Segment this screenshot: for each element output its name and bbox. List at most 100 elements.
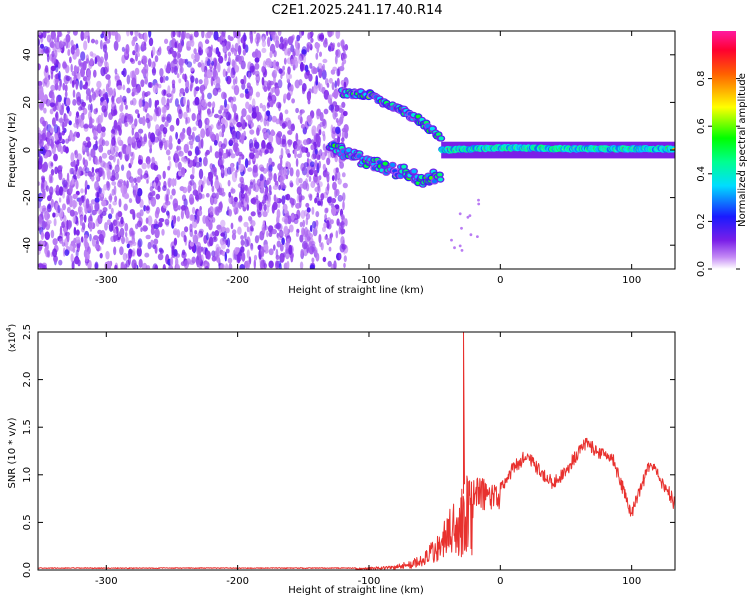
noise-blob [309, 62, 313, 69]
noise-blob [50, 65, 56, 72]
noise-blob [220, 191, 226, 197]
noise-blob [319, 121, 324, 128]
noise-blob [192, 234, 196, 240]
noise-blob [207, 92, 212, 100]
noise-blob [276, 131, 283, 138]
noise-blob [324, 235, 328, 240]
noise-blob [69, 183, 73, 194]
noise-blob [301, 49, 307, 55]
noise-blob [232, 103, 237, 113]
noise-blob [250, 211, 256, 217]
noise-blob [99, 213, 104, 219]
noise-blob [186, 126, 192, 136]
noise-blob [218, 151, 223, 160]
noise-blob [220, 232, 226, 237]
noise-blob [154, 176, 159, 184]
noise-blob [335, 230, 339, 239]
noise-blob [101, 130, 106, 138]
noise-blob [155, 110, 159, 117]
noise-blob [130, 157, 134, 165]
noise-blob [287, 66, 291, 75]
colorbar-ticks: 0.0 0.2 0.4 0.6 0.8 [696, 71, 740, 277]
noise-blob [327, 260, 332, 267]
noise-blob [131, 39, 136, 47]
noise-blob [343, 262, 346, 269]
noise-blob [200, 138, 204, 149]
noise-blob [96, 87, 101, 95]
y-tick-label: -40 [22, 237, 33, 253]
noise-blob [312, 67, 318, 74]
noise-blob [183, 111, 188, 119]
noise-blob [155, 206, 160, 215]
noise-blob [71, 80, 75, 88]
snr-panel: -300 -200 -100 0 100 0.0 0.5 1.0 1.5 2.0 2.5 Heigh… [5, 324, 676, 596]
noise-blob [206, 108, 211, 115]
noise-blob [101, 139, 106, 147]
noise-blob [193, 31, 199, 38]
noise-blob [183, 259, 189, 269]
noise-blob [159, 76, 164, 84]
y-tick-label: 20 [22, 96, 33, 109]
noise-blob [41, 163, 47, 173]
noise-blob [338, 252, 342, 260]
noise-blob [108, 203, 112, 210]
noise-blob [285, 161, 290, 168]
noise-blob [80, 188, 84, 194]
noise-blob [164, 200, 171, 206]
noise-blob [83, 40, 88, 51]
noise-blob [143, 32, 148, 43]
noise-blob [67, 48, 71, 57]
noise-blob [319, 51, 322, 57]
noise-blob [329, 233, 334, 238]
noise-blob [42, 264, 47, 269]
noise-blob [129, 57, 134, 63]
noise-blob [299, 261, 304, 269]
snr-y-label: SNR (10 * v/v) [7, 417, 18, 488]
noise-blob [299, 109, 305, 114]
noise-blob [75, 91, 81, 102]
noise-blob [45, 185, 49, 192]
noise-blob [159, 141, 163, 151]
noise-blob [215, 247, 220, 257]
noise-blob [189, 144, 194, 150]
noise-blob [262, 167, 268, 174]
noise-blob [274, 197, 280, 203]
noise-blob [72, 31, 78, 36]
noise-blob [315, 52, 319, 60]
noise-blob [174, 150, 180, 161]
noise-blob [197, 119, 203, 129]
noise-blob [294, 59, 299, 69]
noise-blob [114, 235, 119, 241]
noise-blob [161, 106, 167, 114]
noise-blob [74, 256, 80, 265]
noise-blob [236, 121, 242, 128]
noise-blob [192, 126, 197, 131]
noise-blob [70, 45, 75, 55]
noise-blob [287, 119, 292, 130]
noise-blob [169, 256, 174, 267]
x-tick-label: -200 [226, 275, 249, 286]
noise-blob [115, 130, 118, 136]
noise-blob [67, 206, 71, 214]
noise-blob [80, 67, 85, 78]
noise-blob [203, 76, 209, 87]
noise-blob [279, 243, 284, 252]
noise-blob [271, 228, 277, 235]
noise-blob [288, 244, 293, 255]
noise-blob [63, 121, 68, 127]
noise-blob [181, 194, 187, 202]
noise-blob [67, 219, 71, 230]
noise-blob [145, 265, 151, 269]
noise-blob [279, 112, 283, 121]
noise-blob [324, 207, 329, 214]
noise-blob [230, 222, 234, 230]
noise-blob [162, 170, 166, 180]
noise-blob [284, 109, 289, 115]
noise-blob [136, 176, 141, 183]
noise-blob [100, 33, 105, 39]
noise-blob [326, 157, 331, 166]
noise-blob [99, 246, 102, 251]
noise-blob [84, 167, 90, 174]
noise-blob [311, 206, 315, 215]
noise-blob [131, 259, 137, 269]
